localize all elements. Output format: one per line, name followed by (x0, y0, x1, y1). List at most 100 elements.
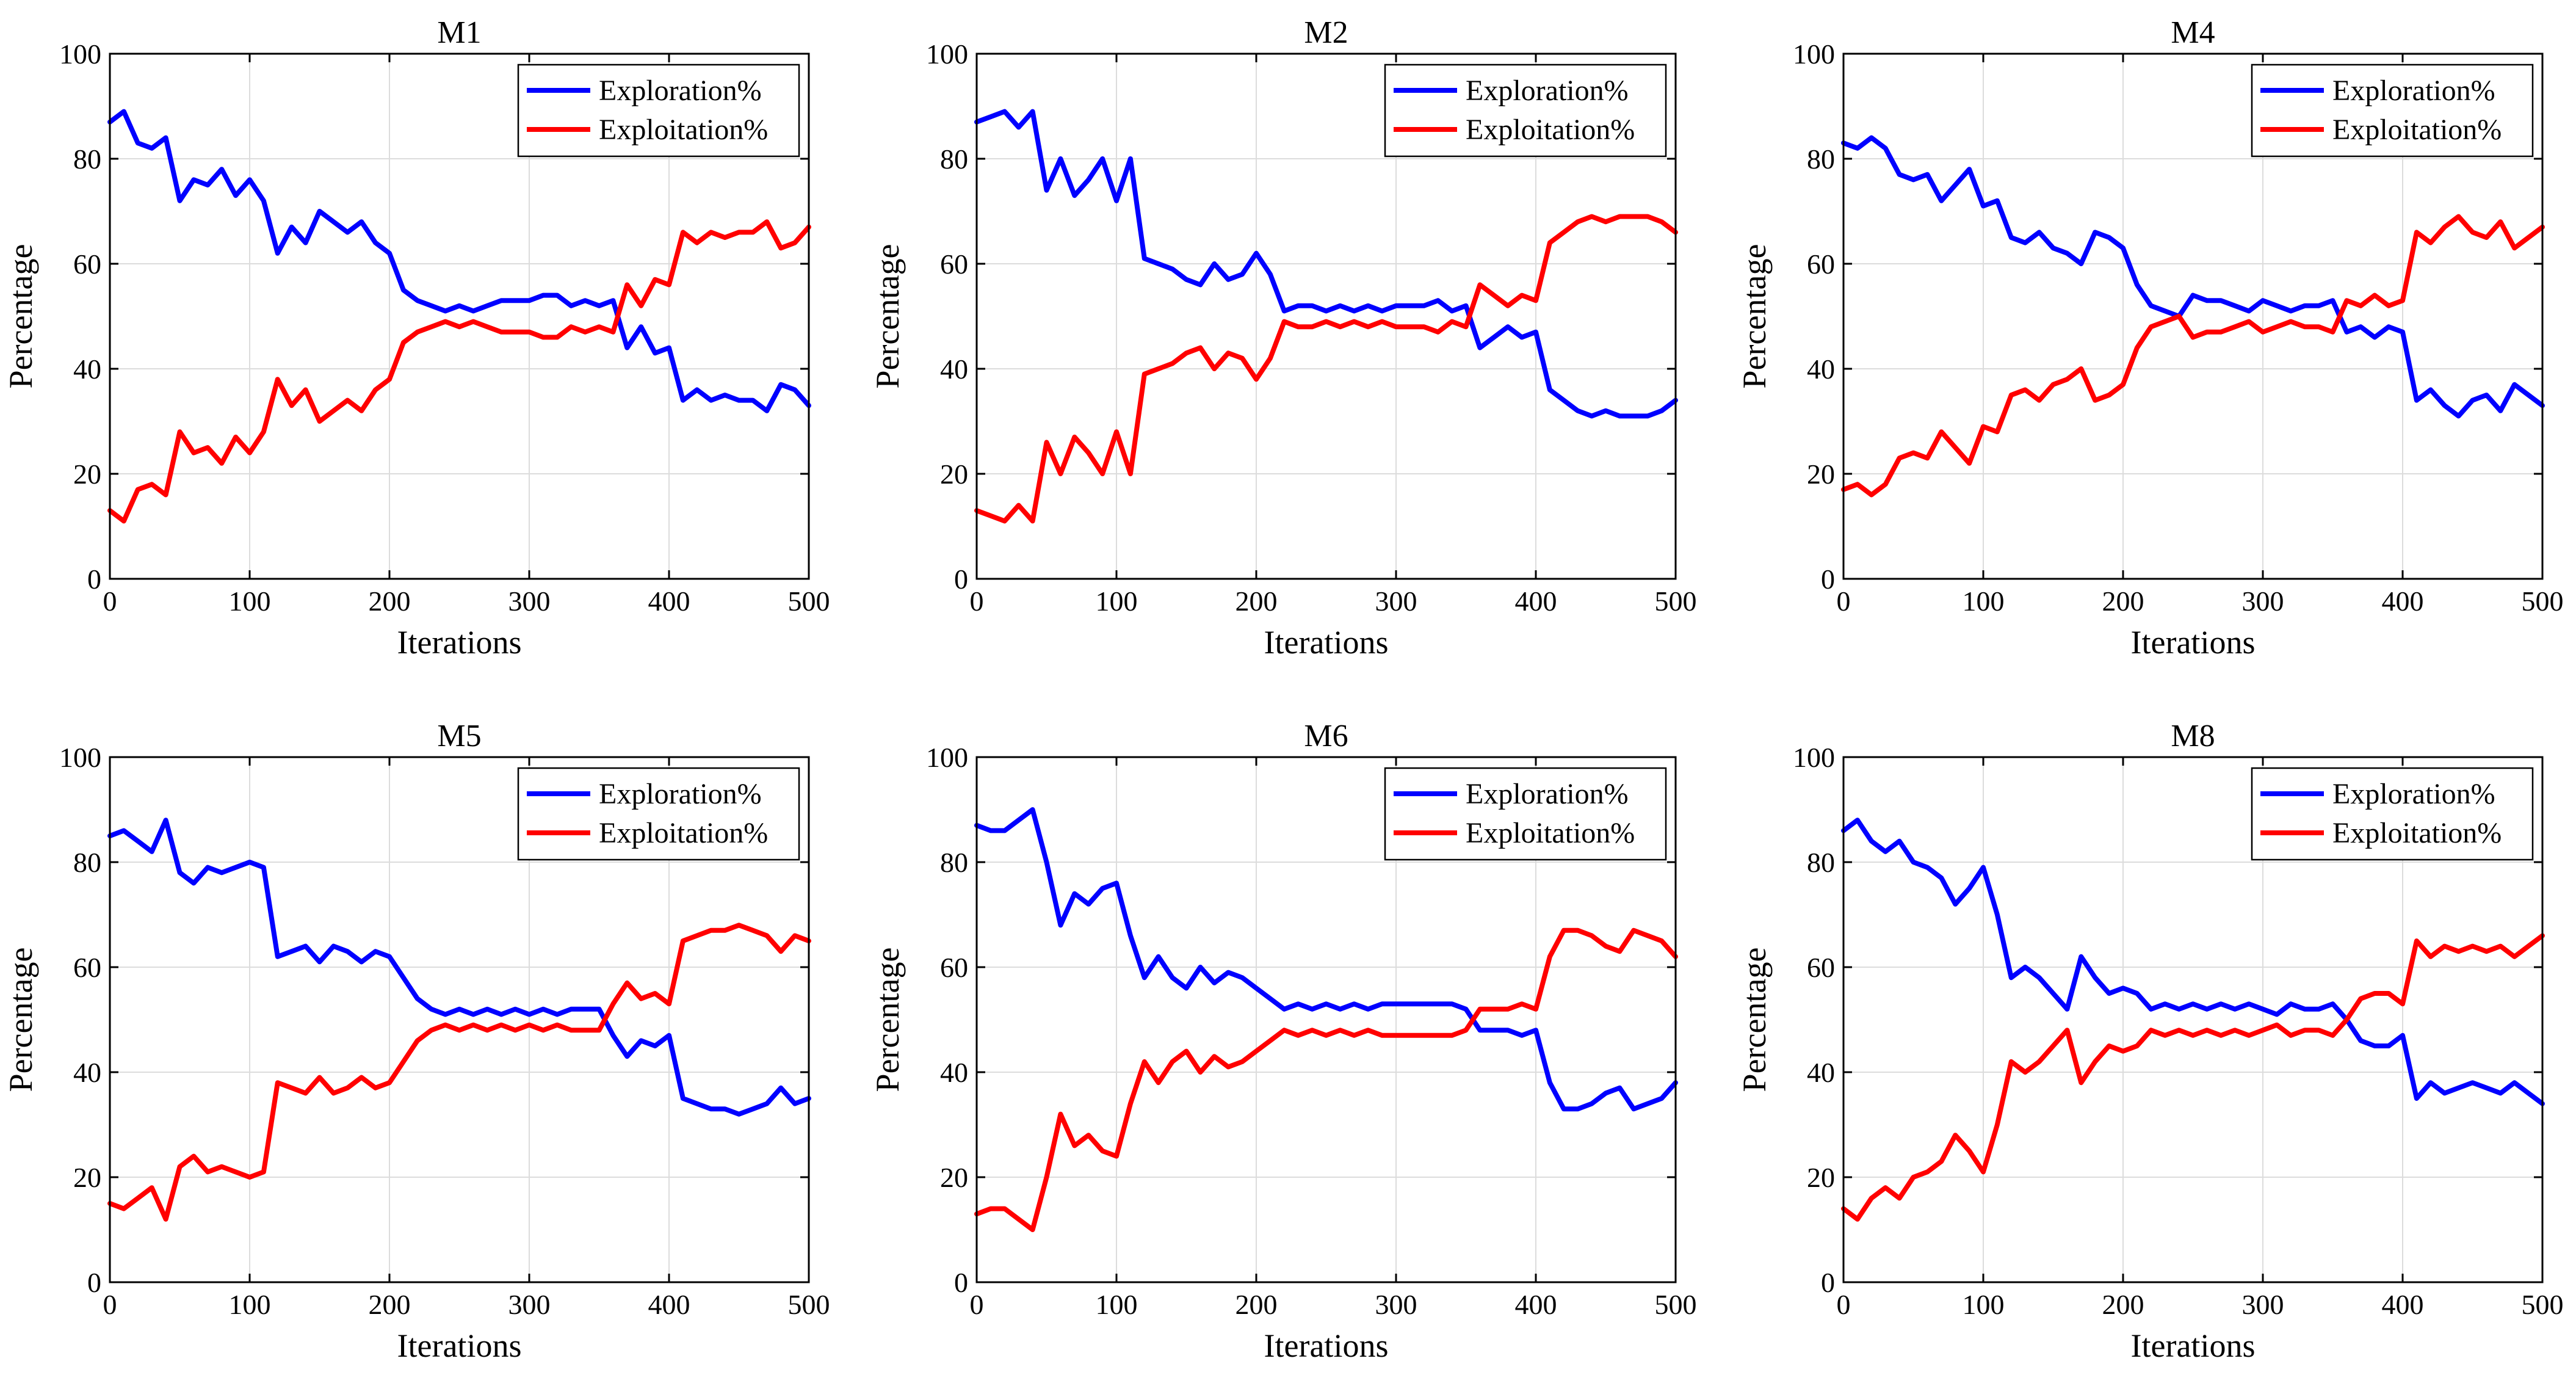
y-tick-label: 80 (1807, 143, 1835, 175)
y-tick-label: 100 (59, 38, 101, 70)
legend-label-exploration: Exploration% (1466, 74, 1629, 107)
legend-label-exploration: Exploration% (599, 74, 762, 107)
x-tick-label: 500 (1655, 1289, 1697, 1320)
chart-panel-m5: 0 100 200 300 400 500 0 20 40 60 80 100 M5 Iterations… (2, 719, 830, 1364)
legend: Exploration% Exploitation% (517, 767, 800, 861)
y-axis-label: Percentage (2, 948, 39, 1092)
y-tick-label: 60 (73, 952, 101, 983)
legend: Exploration% Exploitation% (2251, 767, 2534, 861)
series-line-exploitation (1841, 933, 2545, 1222)
x-tick-label: 100 (1096, 1289, 1138, 1320)
x-tick-label: 100 (1963, 1289, 2005, 1320)
x-tick-label: 200 (2102, 1289, 2144, 1320)
x-tick-label: 200 (369, 586, 411, 617)
y-tick-label: 80 (940, 847, 968, 878)
y-tick-label: 20 (1807, 1162, 1835, 1193)
x-tick-label: 300 (1375, 586, 1417, 617)
y-tick-label: 80 (73, 847, 101, 878)
x-axis-label: Iterations (1264, 624, 1389, 661)
series-line-exploitation (107, 923, 811, 1222)
chart-title: M2 (1304, 15, 1348, 50)
x-tick-label: 500 (1655, 586, 1697, 617)
x-tick-label: 300 (2242, 586, 2284, 617)
y-axis-label: Percentage (2, 244, 39, 389)
x-tick-label: 100 (1096, 586, 1138, 617)
y-tick-label: 0 (1821, 564, 1835, 595)
x-tick-label: 100 (229, 586, 271, 617)
plot-frame (109, 756, 810, 1283)
y-tick-label: 20 (940, 459, 968, 490)
legend-label-exploration: Exploration% (599, 778, 762, 810)
legend: Exploration% Exploitation% (1384, 767, 1667, 861)
legend-label-exploration: Exploration% (1466, 778, 1629, 810)
x-tick-label: 200 (369, 1289, 411, 1320)
chart-panel-m4: 0 100 200 300 400 500 0 20 40 60 80 100 M4 Iterations… (1736, 15, 2564, 661)
legend: Exploration% Exploitation% (2251, 63, 2534, 158)
x-tick-label: 0 (103, 586, 117, 617)
x-tick-label: 0 (970, 1289, 984, 1320)
plot-frame (1842, 756, 2544, 1283)
series-line-exploration (1841, 818, 2545, 1106)
chart-panel-m2: 0 100 200 300 400 500 0 20 40 60 80 100 M2 Iterations… (869, 15, 1697, 661)
plot-frame (975, 53, 1677, 580)
y-tick-label: 60 (1807, 249, 1835, 280)
chart-title: M8 (2171, 719, 2215, 753)
x-tick-label: 300 (508, 1289, 551, 1320)
x-tick-label: 0 (1837, 1289, 1851, 1320)
x-tick-label: 400 (648, 586, 690, 617)
series-line-exploitation (1841, 214, 2545, 498)
series-line-exploitation (974, 927, 1678, 1232)
y-tick-label: 20 (73, 1162, 101, 1193)
x-axis-label: Iterations (397, 1327, 522, 1364)
x-axis-label: Iterations (2131, 624, 2256, 661)
legend-box (2251, 767, 2534, 861)
x-axis-label: Iterations (1264, 1327, 1389, 1364)
plot-frame (975, 756, 1677, 1283)
y-axis-label: Percentage (869, 948, 906, 1092)
legend-box (517, 63, 800, 158)
y-tick-label: 20 (940, 1162, 968, 1193)
y-tick-label: 0 (954, 564, 968, 595)
y-tick-label: 60 (940, 249, 968, 280)
legend-box (2251, 63, 2534, 158)
chart-panel-m6: 0 100 200 300 400 500 0 20 40 60 80 100 M6 Iterations… (869, 719, 1697, 1364)
y-tick-label: 40 (73, 354, 101, 385)
x-tick-label: 500 (788, 586, 830, 617)
legend: Exploration% Exploitation% (1384, 63, 1667, 158)
legend-label-exploitation: Exploitation% (599, 114, 768, 146)
x-tick-label: 0 (1837, 586, 1851, 617)
y-axis-label: Percentage (1736, 948, 1773, 1092)
x-tick-label: 400 (1515, 586, 1557, 617)
chart-title: M1 (437, 15, 481, 50)
y-tick-label: 0 (87, 564, 101, 595)
chart-panel-m8: 0 100 200 300 400 500 0 20 40 60 80 100 M8 Iterations… (1736, 719, 2564, 1364)
x-tick-label: 0 (103, 1289, 117, 1320)
x-tick-label: 300 (508, 586, 551, 617)
x-tick-label: 100 (229, 1289, 271, 1320)
legend-label-exploitation: Exploitation% (2332, 817, 2502, 849)
x-tick-label: 400 (2382, 1289, 2424, 1320)
legend-box (1384, 767, 1667, 861)
series-line-exploration (974, 807, 1678, 1112)
series-line-exploitation (974, 214, 1678, 524)
x-tick-label: 500 (2522, 1289, 2564, 1320)
y-tick-label: 100 (926, 742, 968, 773)
y-tick-label: 40 (940, 354, 968, 385)
x-axis-label: Iterations (2131, 1327, 2256, 1364)
plot-frame (109, 53, 810, 580)
y-tick-label: 100 (1793, 742, 1835, 773)
chart-title: M5 (437, 719, 481, 753)
legend: Exploration% Exploitation% (517, 63, 800, 158)
y-tick-label: 20 (1807, 459, 1835, 490)
plot-frame (1842, 53, 2544, 580)
y-tick-label: 40 (940, 1057, 968, 1088)
y-tick-label: 0 (954, 1267, 968, 1298)
x-tick-label: 400 (1515, 1289, 1557, 1320)
y-tick-label: 40 (73, 1057, 101, 1088)
x-tick-label: 300 (1375, 1289, 1417, 1320)
y-tick-label: 40 (1807, 354, 1835, 385)
x-tick-label: 400 (2382, 586, 2424, 617)
series-line-exploitation (107, 219, 811, 524)
y-tick-label: 0 (1821, 1267, 1835, 1298)
